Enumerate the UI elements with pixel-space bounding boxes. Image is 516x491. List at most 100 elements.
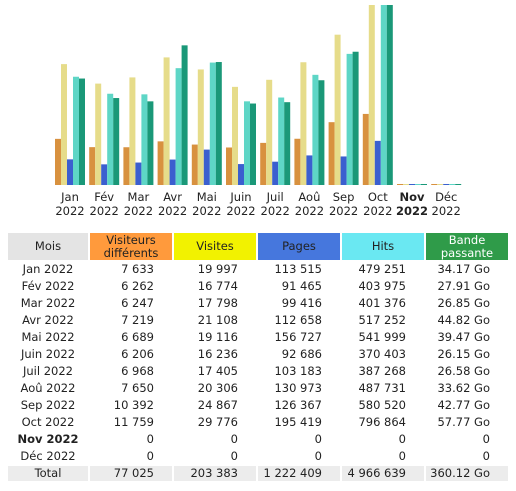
- total-cell: 77 025: [90, 466, 172, 481]
- bar: [403, 184, 409, 185]
- bar: [169, 159, 176, 185]
- bar: [123, 147, 130, 185]
- cell: 57.77 Go: [437, 415, 490, 429]
- cell: 6 262: [121, 279, 154, 293]
- label-line: 2022: [329, 204, 358, 218]
- column-header: Pages: [258, 233, 340, 260]
- label-line: Déc: [435, 190, 457, 204]
- cell: 387 268: [358, 364, 406, 378]
- cell: 26.15 Go: [437, 347, 490, 361]
- cell: 10 392: [113, 398, 154, 412]
- bar: [147, 101, 154, 185]
- bar: [374, 140, 381, 185]
- bar: [362, 113, 369, 185]
- cell: 91 465: [281, 279, 322, 293]
- cell: 17 405: [197, 364, 238, 378]
- bar: [238, 164, 244, 185]
- bar: [197, 69, 204, 185]
- cell: 580 520: [358, 398, 406, 412]
- bar: [312, 74, 319, 185]
- bar: [226, 147, 232, 185]
- bar: [409, 184, 415, 185]
- bar: [455, 184, 462, 185]
- cell: Nov 2022: [17, 432, 79, 446]
- bar: [340, 156, 347, 185]
- cell: 6 247: [121, 296, 154, 310]
- label-line: Jan: [60, 190, 79, 204]
- cell: 6 206: [121, 347, 154, 361]
- cell: 6 689: [121, 330, 154, 344]
- bar: [141, 94, 148, 185]
- cell: 156 727: [274, 330, 322, 344]
- bar: [181, 45, 188, 185]
- bar: [175, 68, 182, 185]
- cell: 403 975: [358, 279, 406, 293]
- cell: 487 731: [358, 381, 406, 395]
- cell: 517 252: [358, 313, 406, 327]
- cell: 11 759: [113, 415, 154, 429]
- label-line: 2022: [363, 204, 392, 218]
- label-line: Fév: [94, 190, 114, 204]
- cell: 0: [146, 432, 154, 446]
- cell: 0: [230, 449, 238, 463]
- cell: 16 236: [197, 347, 238, 361]
- cell: Juil 2022: [23, 364, 73, 378]
- month-row: Mai 2022 6 689 19 116 156 727 541 999 39.47 G…: [8, 330, 508, 345]
- x-tick-label: Jan 2022: [55, 190, 84, 218]
- cell: 112 658: [274, 313, 322, 327]
- label-line: 2022: [396, 204, 428, 218]
- bar: [380, 5, 387, 185]
- cell: 17 798: [197, 296, 238, 310]
- cell: 0: [398, 449, 406, 463]
- bar: [89, 147, 96, 185]
- month-row: Fév 2022 6 262 16 774 91 465 403 975 27.91 Go: [8, 279, 508, 294]
- label-line: 2022: [261, 204, 290, 218]
- monthly-table: Mois Visiteurs différents Visites Pages Hits…: [6, 231, 510, 483]
- cell: Fév 2022: [21, 279, 75, 293]
- x-tick-label: Avr 2022: [158, 190, 187, 218]
- month-row: Avr 2022 7 219 21 108 112 658 517 252 44.82 G…: [8, 313, 508, 328]
- cell: 39.47 Go: [437, 330, 490, 344]
- bar: [278, 97, 285, 185]
- cell: 0: [482, 432, 490, 446]
- bar: [437, 184, 444, 185]
- label-line: Oct: [368, 190, 388, 204]
- cell: 0: [314, 449, 322, 463]
- month-row: Jan 2022 7 633 19 997 113 515 479 251 34.17 G…: [8, 262, 508, 277]
- cell: 20 306: [197, 381, 238, 395]
- cell: 34.17 Go: [437, 262, 490, 276]
- x-tick-label: Juil 2022: [261, 190, 290, 218]
- label-line: 2022: [432, 204, 461, 218]
- cell: Mar 2022: [20, 296, 76, 310]
- label-line: Juil: [266, 190, 284, 204]
- x-tick-label: Sep 2022: [329, 190, 358, 218]
- bar: [250, 103, 256, 185]
- x-tick-label: Aoû 2022: [295, 190, 324, 218]
- cell: 0: [482, 449, 490, 463]
- column-header: Bande passante: [426, 233, 508, 260]
- cell: 7 650: [121, 381, 154, 395]
- bar: [107, 93, 114, 185]
- cell: 796 864: [358, 415, 406, 429]
- bar: [79, 78, 85, 185]
- cell: 0: [230, 432, 238, 446]
- month-row: Mar 2022 6 247 17 798 99 416 401 376 26.85 Go: [8, 296, 508, 311]
- bar: [67, 159, 73, 185]
- month-row: Nov 2022 0 0 0 0 0: [8, 432, 508, 447]
- bar: [113, 98, 120, 185]
- cell: 19 116: [197, 330, 238, 344]
- cell: 27.91 Go: [437, 279, 490, 293]
- cell: 42.77 Go: [437, 398, 490, 412]
- label-line: Juin: [229, 190, 251, 204]
- bar: [215, 62, 222, 186]
- bar: [260, 142, 267, 185]
- column-header: Visites: [174, 233, 256, 260]
- month-row: Déc 2022 0 0 0 0 0: [8, 449, 508, 464]
- label-line: Aoû: [298, 190, 320, 204]
- cell: 6 968: [121, 364, 154, 378]
- bar: [306, 155, 313, 185]
- cell: Aoû 2022: [20, 381, 76, 395]
- bar: [386, 5, 393, 185]
- label-line: Sep: [333, 190, 355, 204]
